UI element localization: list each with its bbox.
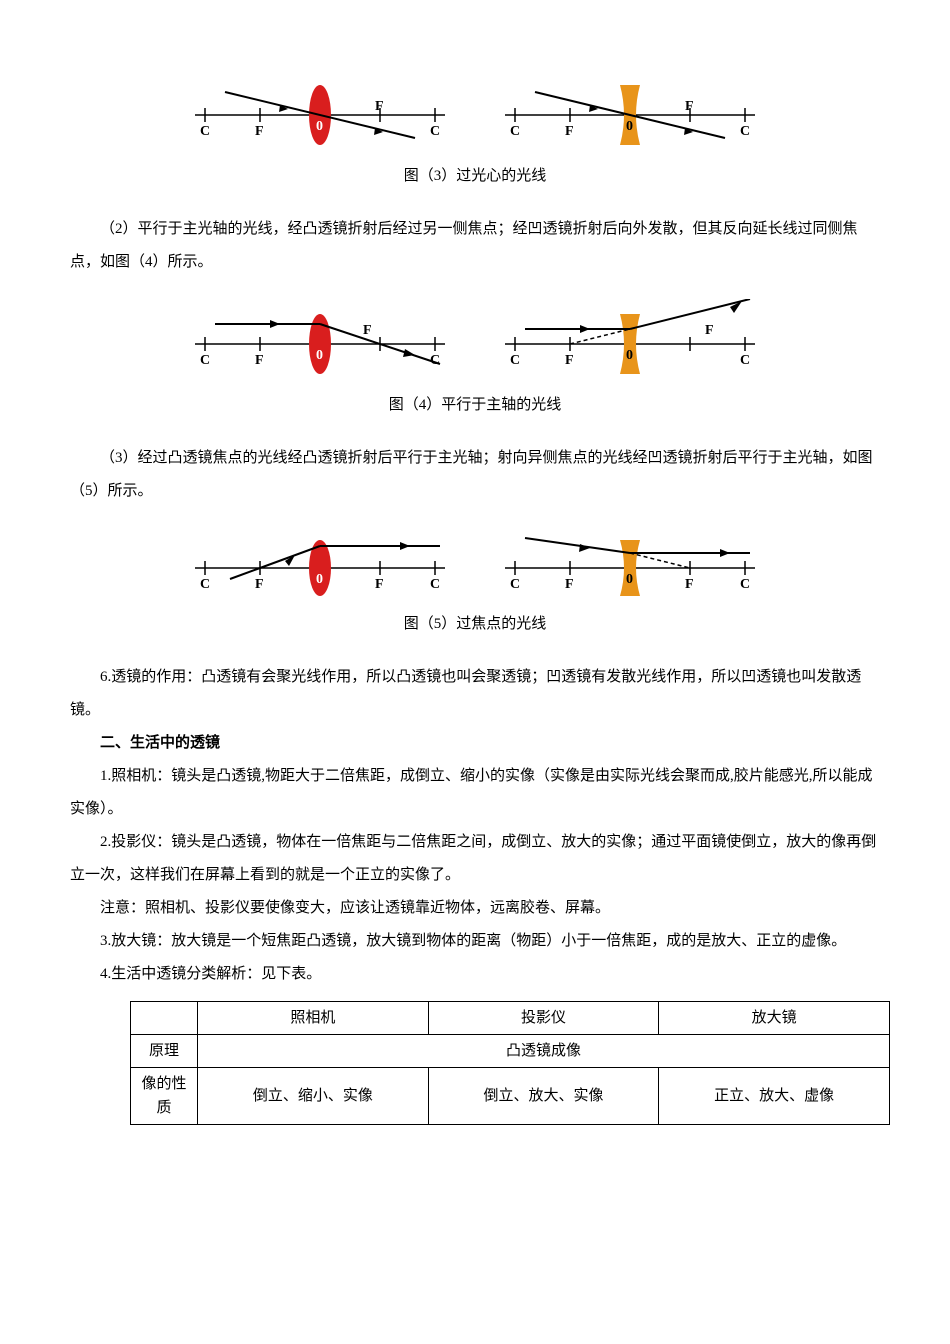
table-col-camera: 照相机 [198, 1002, 429, 1035]
label-F: F [363, 323, 372, 338]
label-C: C [740, 353, 750, 368]
label-O: 0 [626, 572, 633, 587]
label-C: C [430, 353, 440, 368]
table-empty-cell [131, 1002, 198, 1035]
label-F: F [375, 99, 384, 114]
label-O: 0 [316, 348, 323, 363]
paragraph-6: 6.透镜的作用：凸透镜有会聚光线作用，所以凸透镜也叫会聚透镜；凹透镜有发散光线作… [70, 661, 880, 727]
table-rowhead-principle: 原理 [131, 1035, 198, 1068]
item-4-table-intro: 4.生活中透镜分类解析：见下表。 [70, 958, 880, 991]
item-2-note: 注意：照相机、投影仪要使像变大，应该让透镜靠近物体，远离胶卷、屏幕。 [70, 892, 880, 925]
lens-application-table: 照相机 投影仪 放大镜 原理 凸透镜成像 像的性质 倒立、缩小、实像 倒立、放大… [130, 1001, 890, 1125]
figure-5-caption: 图（5）过焦点的光线 [70, 608, 880, 641]
figure-3-caption: 图（3）过光心的光线 [70, 160, 880, 193]
section-heading-2: 二、生活中的透镜 [70, 727, 880, 760]
paragraph-2: （2）平行于主光轴的光线，经凸透镜折射后经过另一侧焦点；经凹透镜折射后向外发散，… [70, 213, 880, 279]
label-O: 0 [626, 119, 633, 134]
item-3-magnifier: 3.放大镜：放大镜是一个短焦距凸透镜，放大镜到物体的距离（物距）小于一倍焦距，成… [70, 925, 880, 958]
table-header-row: 照相机 投影仪 放大镜 [131, 1002, 890, 1035]
label-C: C [740, 124, 750, 139]
label-C: C [430, 577, 440, 592]
label-F: F [685, 577, 694, 592]
label-F: F [705, 323, 714, 338]
table-rowhead-nature: 像的性质 [131, 1068, 198, 1125]
label-O: 0 [316, 119, 323, 134]
fig4-convex-diagram: C F 0 F C [185, 299, 455, 379]
figure-4-caption: 图（4）平行于主轴的光线 [70, 389, 880, 422]
label-C: C [510, 577, 520, 592]
figure-3-diagrams: C F 0 F C C F 0 F C [70, 80, 880, 150]
label-F: F [255, 577, 264, 592]
fig5-convex-diagram: C F 0 F C [185, 528, 455, 598]
label-C: C [200, 124, 210, 139]
fig3-convex-diagram: C F 0 F C [185, 80, 455, 150]
label-F: F [565, 577, 574, 592]
figure-5-diagrams: C F 0 F C C F 0 F C [70, 528, 880, 598]
fig4-concave-diagram: C F 0 F C [495, 299, 765, 379]
label-C: C [200, 353, 210, 368]
label-O: 0 [626, 348, 633, 363]
table-principle-value: 凸透镜成像 [198, 1035, 890, 1068]
figure-4-diagrams: C F 0 F C C F 0 F C [70, 299, 880, 379]
fig3-concave-diagram: C F 0 F C [495, 80, 765, 150]
table-nature-magnifier: 正立、放大、虚像 [659, 1068, 890, 1125]
table-nature-camera: 倒立、缩小、实像 [198, 1068, 429, 1125]
table-col-magnifier: 放大镜 [659, 1002, 890, 1035]
label-F: F [565, 353, 574, 368]
label-F: F [565, 124, 574, 139]
label-F: F [255, 124, 264, 139]
label-C: C [740, 577, 750, 592]
item-2-projector: 2.投影仪：镜头是凸透镜，物体在一倍焦距与二倍焦距之间，成倒立、放大的实像；通过… [70, 826, 880, 892]
label-C: C [510, 353, 520, 368]
table-principle-row: 原理 凸透镜成像 [131, 1035, 890, 1068]
fig5-concave-diagram: C F 0 F C [495, 528, 765, 598]
item-1-camera: 1.照相机：镜头是凸透镜,物距大于二倍焦距，成倒立、缩小的实像（实像是由实际光线… [70, 760, 880, 826]
label-F: F [375, 577, 384, 592]
paragraph-3: （3）经过凸透镜焦点的光线经凸透镜折射后平行于主光轴；射向异侧焦点的光线经凹透镜… [70, 442, 880, 508]
label-C: C [510, 124, 520, 139]
label-O: 0 [316, 572, 323, 587]
label-F: F [685, 99, 694, 114]
table-nature-projector: 倒立、放大、实像 [428, 1068, 659, 1125]
label-C: C [200, 577, 210, 592]
label-C: C [430, 124, 440, 139]
label-F: F [255, 353, 264, 368]
table-nature-row: 像的性质 倒立、缩小、实像 倒立、放大、实像 正立、放大、虚像 [131, 1068, 890, 1125]
table-col-projector: 投影仪 [428, 1002, 659, 1035]
